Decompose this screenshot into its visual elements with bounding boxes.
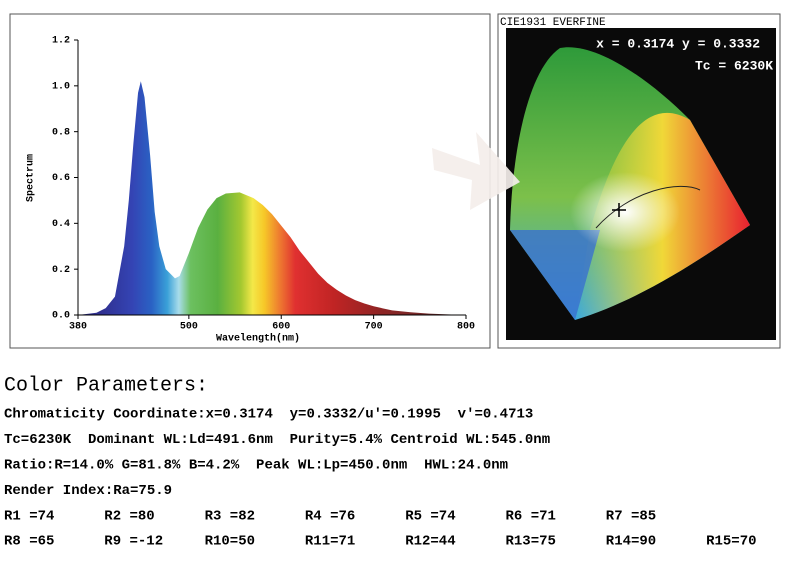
y-tick-label: 0.2 xyxy=(52,265,70,276)
render-index: R12=44 xyxy=(405,534,455,550)
x-tick-label: 380 xyxy=(69,322,87,333)
parameter-line: Ratio:R=14.0% G=81.8% B=4.2% Peak WL:Lp=… xyxy=(4,458,508,474)
render-index: R4 =76 xyxy=(305,509,355,525)
y-tick-label: 0.6 xyxy=(52,173,70,184)
render-index: R7 =85 xyxy=(606,509,656,525)
y-axis-label: Spectrum xyxy=(26,154,37,202)
y-tick-label: 1.2 xyxy=(52,36,70,47)
spectrum-area xyxy=(78,81,466,315)
x-axis-label: Wavelength(nm) xyxy=(216,333,300,345)
y-tick-label: 0.0 xyxy=(52,311,70,322)
cie-coords: x = 0.3174 y = 0.3332 xyxy=(596,36,760,51)
x-tick-label: 600 xyxy=(272,322,290,333)
render-index: R15=70 xyxy=(706,534,756,550)
render-index: R13=75 xyxy=(506,534,556,550)
y-tick-label: 0.8 xyxy=(52,127,70,138)
x-tick-label: 700 xyxy=(365,322,383,333)
cie-title: CIE1931 EVERFINE xyxy=(500,17,606,29)
planckian-locus xyxy=(595,185,701,229)
x-tick-label: 500 xyxy=(180,322,198,333)
y-tick-label: 0.4 xyxy=(52,219,70,230)
cie-white-point xyxy=(570,172,680,252)
render-index: R10=50 xyxy=(205,534,255,550)
render-index: R8 =65 xyxy=(4,534,54,550)
parameter-line: Render Index:Ra=75.9 xyxy=(4,483,172,499)
render-index: R11=71 xyxy=(305,534,355,550)
parameter-line: Chromaticity Coordinate:x=0.3174 y=0.333… xyxy=(4,407,533,423)
render-index: R6 =71 xyxy=(506,509,556,525)
cie-tc: Tc = 6230K xyxy=(695,58,773,73)
y-tick-label: 1.0 xyxy=(52,81,70,92)
parameter-line: Tc=6230K Dominant WL:Ld=491.6nm Purity=5… xyxy=(4,432,550,448)
cie-gamut-blue xyxy=(510,230,600,320)
render-index: R3 =82 xyxy=(205,509,255,525)
render-index: R2 =80 xyxy=(104,509,154,525)
render-index: R9 =-12 xyxy=(104,534,163,550)
render-index: R5 =74 xyxy=(405,509,455,525)
arrow xyxy=(432,132,520,210)
render-index: R14=90 xyxy=(606,534,656,550)
render-index: R1 =74 xyxy=(4,509,54,525)
cie-marker xyxy=(612,203,626,217)
parameters-title: Color Parameters: xyxy=(4,374,208,397)
x-tick-label: 800 xyxy=(457,322,475,333)
